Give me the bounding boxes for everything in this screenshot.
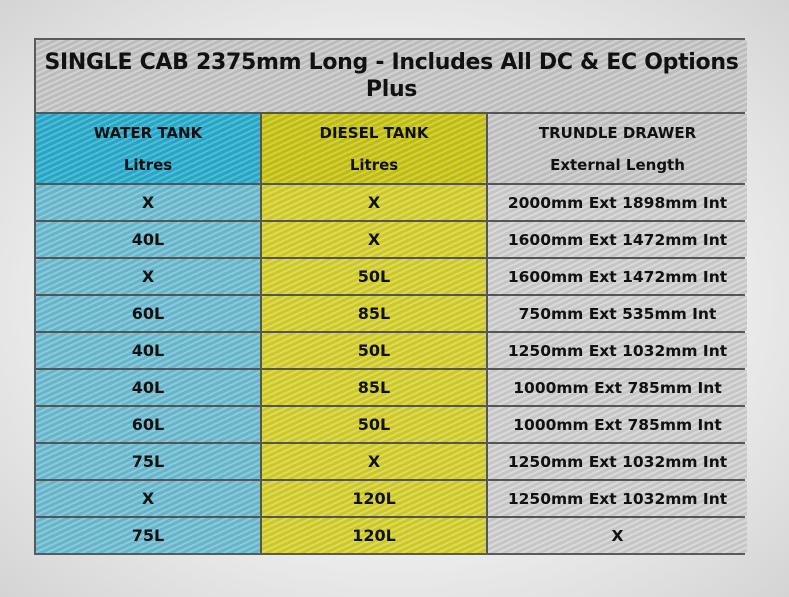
header-sub: Litres <box>123 155 173 174</box>
diesel-tank-cell: 85L <box>262 296 486 331</box>
trundle-drawer-cell: X <box>488 518 747 553</box>
diesel-tank-cell: X <box>262 444 486 479</box>
diesel-tank-cell: 50L <box>262 407 486 442</box>
diesel-tank-cell: 50L <box>262 259 486 294</box>
header-label: DIESEL TANK <box>319 123 429 142</box>
header-label: TRUNDLE DRAWER <box>538 123 697 142</box>
trundle-drawer-cell: 1250mm Ext 1032mm Int <box>488 481 747 516</box>
diesel-tank-cell: X <box>262 185 486 220</box>
trundle-drawer-cell: 1600mm Ext 1472mm Int <box>488 222 747 257</box>
trundle-drawer-cell: 1250mm Ext 1032mm Int <box>488 333 747 368</box>
header-label: WATER TANK <box>93 123 203 142</box>
water-tank-cell: 60L <box>36 296 260 331</box>
water-tank-cell: X <box>36 185 260 220</box>
trundle-drawer-cell: 1250mm Ext 1032mm Int <box>488 444 747 479</box>
diesel-tank-cell: 120L <box>262 481 486 516</box>
trundle-drawer-cell: 1600mm Ext 1472mm Int <box>488 259 747 294</box>
water-tank-cell: 75L <box>36 444 260 479</box>
water-tank-cell: 40L <box>36 370 260 405</box>
trundle-drawer-cell: 1000mm Ext 785mm Int <box>488 407 747 442</box>
diesel-tank-cell: 50L <box>262 333 486 368</box>
title-line-1: SINGLE CAB 2375mm Long - Includes All DC… <box>44 50 739 75</box>
header-trundle-drawer: TRUNDLE DRAWER External Length <box>488 114 747 183</box>
water-tank-cell: X <box>36 259 260 294</box>
header-sub: External Length <box>550 155 685 174</box>
header-sub: Litres <box>349 155 399 174</box>
trundle-drawer-cell: 1000mm Ext 785mm Int <box>488 370 747 405</box>
options-table: SINGLE CAB 2375mm Long - Includes All DC… <box>34 38 747 555</box>
diesel-tank-cell: X <box>262 222 486 257</box>
diesel-tank-cell: 85L <box>262 370 486 405</box>
diesel-tank-cell: 120L <box>262 518 486 553</box>
header-diesel-tank: DIESEL TANK Litres <box>262 114 486 183</box>
trundle-drawer-cell: 750mm Ext 535mm Int <box>488 296 747 331</box>
water-tank-cell: 75L <box>36 518 260 553</box>
water-tank-cell: 40L <box>36 333 260 368</box>
header-water-tank: WATER TANK Litres <box>36 114 260 183</box>
title-line-2: Plus <box>365 77 418 102</box>
table-title: SINGLE CAB 2375mm Long - Includes All DC… <box>36 40 747 112</box>
water-tank-cell: X <box>36 481 260 516</box>
water-tank-cell: 40L <box>36 222 260 257</box>
trundle-drawer-cell: 2000mm Ext 1898mm Int <box>488 185 747 220</box>
water-tank-cell: 60L <box>36 407 260 442</box>
